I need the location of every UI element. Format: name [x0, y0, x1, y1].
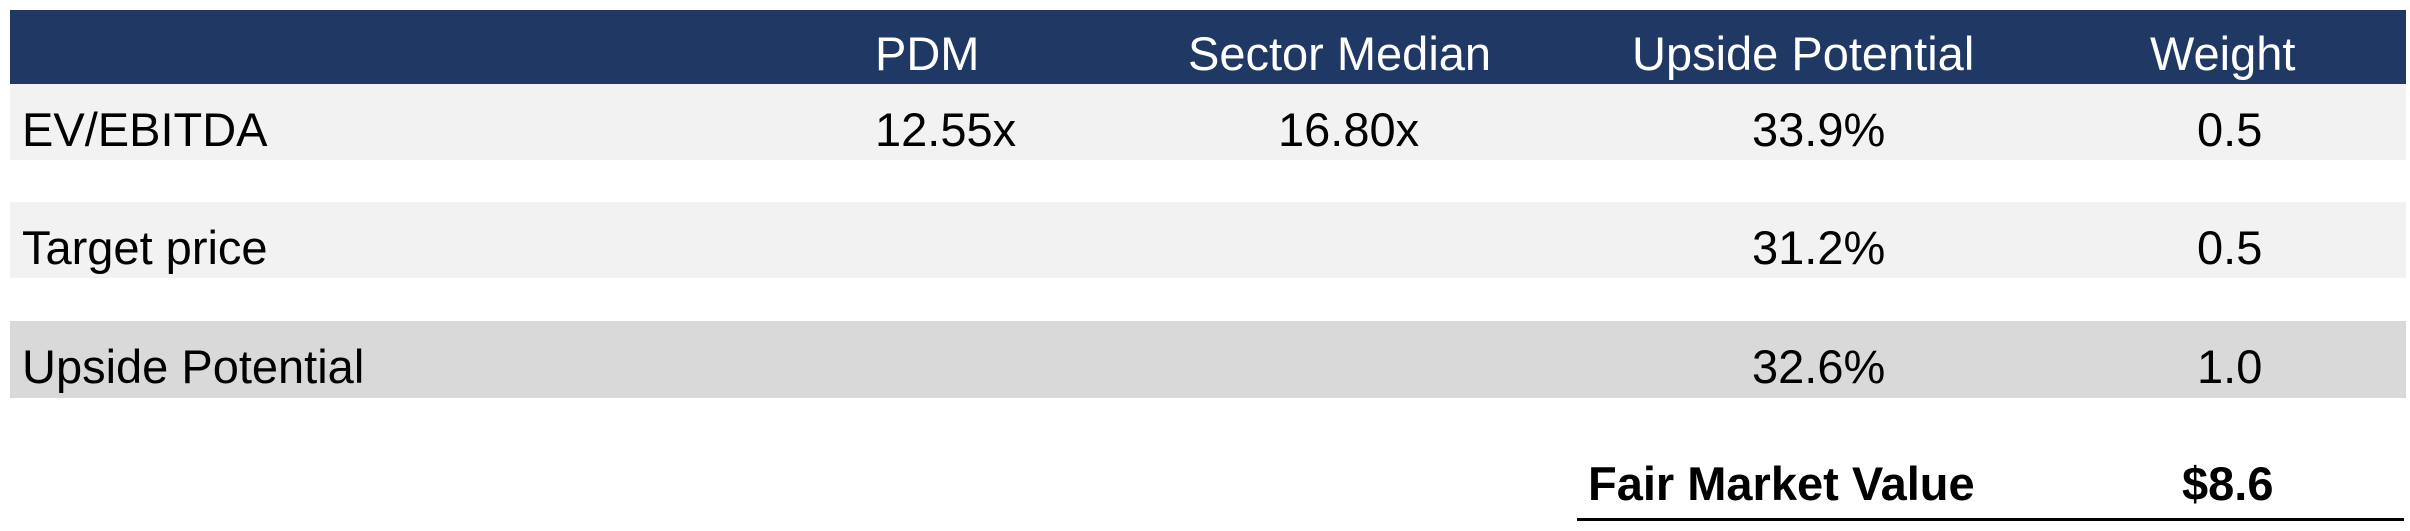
cell-upside-potential-upside: 32.6%: [1752, 340, 1886, 393]
header-sector-median: Sector Median: [1188, 27, 1492, 80]
fair-market-value-label: Fair Market Value: [1588, 457, 1975, 510]
cell-ev-ebitda-weight: 0.5: [2197, 103, 2263, 156]
summary-underline: [1577, 518, 2404, 521]
cell-target-price-weight: 0.5: [2197, 221, 2263, 274]
table-row-target-price-bg: [10, 202, 2406, 278]
row-label-target-price: Target price: [22, 221, 268, 274]
cell-target-price-upside: 31.2%: [1752, 221, 1886, 274]
header-weight: Weight: [2150, 27, 2296, 80]
fair-market-value-amount: $8.6: [2182, 457, 2274, 510]
header-pdm: PDM: [875, 27, 980, 80]
table-header-band: [10, 10, 2406, 84]
table-row-ev-ebitda-bg: [10, 84, 2406, 160]
cell-ev-ebitda-pdm: 12.55x: [875, 103, 1017, 156]
cell-upside-potential-weight: 1.0: [2197, 340, 2263, 393]
cell-ev-ebitda-sector-median: 16.80x: [1278, 103, 1420, 156]
header-upside-potential: Upside Potential: [1632, 27, 1975, 80]
row-label-upside-potential: Upside Potential: [22, 340, 365, 393]
cell-ev-ebitda-upside: 33.9%: [1752, 103, 1886, 156]
row-label-ev-ebitda: EV/EBITDA: [22, 103, 268, 156]
table-row-upside-potential-bg: [10, 321, 2406, 398]
